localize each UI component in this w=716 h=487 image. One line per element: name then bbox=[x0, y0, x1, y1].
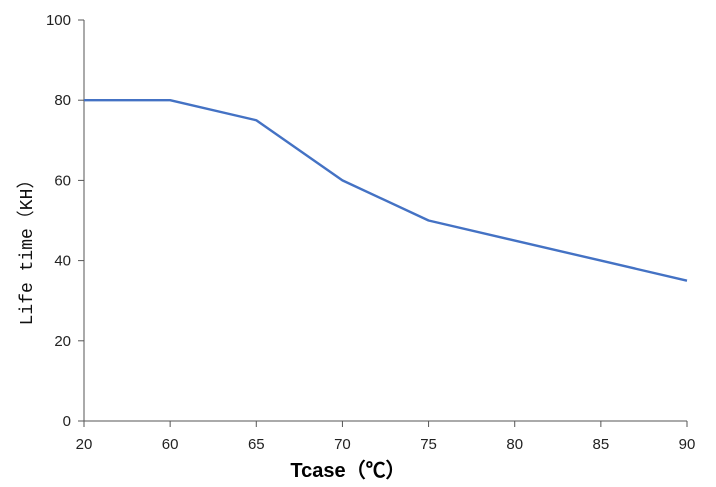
y-tick-label: 100 bbox=[46, 12, 71, 29]
x-tick-label: 70 bbox=[334, 436, 351, 453]
y-tick-label: 40 bbox=[54, 253, 71, 270]
x-tick-label: 85 bbox=[593, 436, 610, 453]
y-tick-label: 20 bbox=[54, 333, 71, 350]
y-tick-label: 60 bbox=[54, 172, 71, 189]
y-axis: 0 20 40 60 80 100 bbox=[46, 12, 85, 430]
x-tick-label: 60 bbox=[162, 436, 179, 453]
series-layer bbox=[83, 98, 688, 282]
x-tick-label: 80 bbox=[506, 436, 523, 453]
x-tick-label: 20 bbox=[76, 436, 93, 453]
x-tick-label: 65 bbox=[248, 436, 265, 453]
y-tick-label: 0 bbox=[63, 413, 71, 430]
x-axis-label: Tcase（℃） bbox=[290, 459, 405, 482]
x-tick-label: 90 bbox=[679, 436, 696, 453]
x-axis: 20 60 65 70 75 80 85 90 bbox=[76, 420, 696, 453]
x-tick-label: 75 bbox=[420, 436, 437, 453]
y-axis-label: Life time（KH） bbox=[16, 171, 38, 326]
series-line bbox=[84, 98, 688, 282]
y-tick-label: 80 bbox=[54, 92, 71, 109]
